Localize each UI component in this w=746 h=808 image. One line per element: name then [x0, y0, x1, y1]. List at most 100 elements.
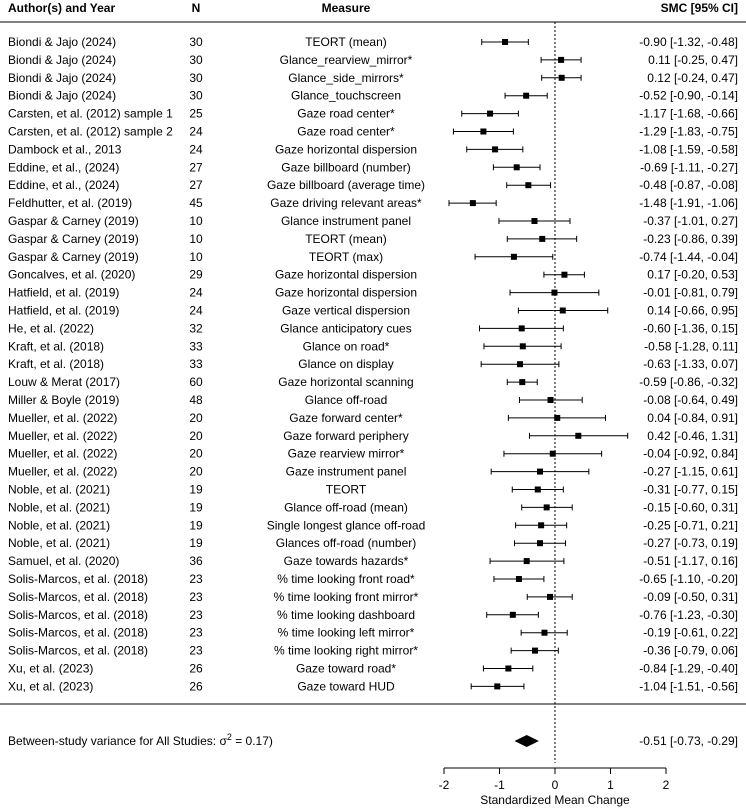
x-tick-label: 0 [552, 778, 559, 792]
sample-size: 27 [189, 160, 203, 174]
point-estimate [515, 576, 522, 582]
point-estimate [518, 325, 525, 332]
sample-size: 23 [189, 608, 203, 622]
measure-name: TEORT (mean) [305, 35, 387, 49]
effect-label: -0.15 [-0.60, 0.31] [643, 500, 738, 514]
study-name: Solis-Marcos, et al. (2018) [8, 626, 148, 640]
measure-name: Glance anticipatory cues [280, 321, 411, 335]
study-name: Eddine, et al., (2024) [8, 178, 119, 192]
sample-size: 30 [189, 35, 203, 49]
study-name: Carsten, et al. (2012) sample 2 [8, 125, 173, 139]
x-tick-label: 2 [663, 778, 670, 792]
point-estimate [537, 540, 544, 547]
effect-label: -0.27 [-0.73, 0.19] [643, 536, 738, 550]
sample-size: 23 [189, 572, 203, 586]
sample-size: 30 [189, 71, 203, 85]
effect-label: -0.84 [-1.29, -0.40] [639, 662, 738, 676]
effect-label: -0.58 [-1.28, 0.11] [644, 339, 738, 353]
measure-name: Gaze billboard (average time) [267, 178, 425, 192]
point-estimate [538, 522, 545, 529]
measure-name: TEORT (max) [309, 250, 383, 264]
effect-label: 0.12 [-0.24, 0.47] [647, 71, 738, 85]
effect-label: -0.37 [-1.01, 0.27] [643, 214, 738, 228]
measure-name: Gaze billboard (number) [281, 160, 410, 174]
x-tick-label: -1 [494, 778, 505, 792]
x-tick-label: -2 [439, 778, 450, 792]
sample-size: 23 [189, 590, 203, 604]
sample-size: 20 [189, 429, 203, 443]
point-estimate [505, 665, 512, 672]
study-name: Hatfield, et al. (2019) [8, 286, 119, 300]
study-name: Miller & Boyle (2019) [8, 393, 119, 407]
header-measure: Measure [322, 1, 371, 15]
sample-size: 33 [189, 339, 203, 353]
measure-name: Gaze forward periphery [283, 429, 408, 443]
study-name: Biondi & Jajo (2024) [8, 35, 116, 49]
measure-name: % time looking right mirror* [274, 644, 418, 658]
effect-label: 0.04 [-0.84, 0.91] [647, 411, 738, 425]
sample-size: 45 [189, 196, 203, 210]
measure-name: Gaze horizontal dispersion [275, 268, 417, 282]
sample-size: 23 [189, 626, 203, 640]
effect-label: -1.04 [-1.51, -0.56] [639, 679, 738, 693]
study-name: Kraft, et al. (2018) [8, 339, 104, 353]
effect-label: 0.14 [-0.66, 0.95] [647, 304, 738, 318]
study-name: Solis-Marcos, et al. (2018) [8, 608, 148, 622]
study-name: Carsten, et al. (2012) sample 1 [8, 107, 173, 121]
study-name: Louw & Merat (2017) [8, 375, 120, 389]
measure-name: % time looking front road* [277, 572, 415, 586]
effect-label: -0.60 [-1.36, 0.15] [643, 321, 738, 335]
study-name: Gaspar & Carney (2019) [8, 232, 139, 246]
point-estimate [537, 468, 544, 475]
point-estimate [547, 593, 554, 600]
measure-name: Glance instrument panel [281, 214, 411, 228]
effect-label: 0.42 [-0.46, 1.31] [647, 429, 738, 443]
study-name: Mueller, et al. (2022) [8, 465, 117, 479]
point-estimate [534, 486, 541, 493]
point-estimate [559, 307, 566, 314]
study-name: Noble, et al. (2021) [8, 500, 110, 514]
measure-name: % time looking front mirror* [274, 590, 419, 604]
effect-label: -1.08 [-1.59, -0.58] [639, 142, 738, 156]
summary-diamond [514, 735, 539, 747]
sample-size: 33 [189, 357, 203, 371]
study-name: Solis-Marcos, et al. (2018) [8, 590, 148, 604]
point-estimate [558, 74, 565, 81]
study-rows: Biondi & Jajo (2024) 30 TEORT (mean) -0.90 … [8, 35, 738, 693]
measure-name: Gaze road center* [297, 125, 395, 139]
study-name: Mueller, et al. (2022) [8, 447, 117, 461]
point-estimate [561, 271, 568, 278]
point-estimate [539, 235, 546, 242]
point-estimate [525, 182, 532, 189]
sample-size: 19 [189, 500, 203, 514]
study-name: Feldhutter, et al. (2019) [8, 196, 132, 210]
x-tick-label: 1 [607, 778, 614, 792]
point-estimate [510, 253, 517, 260]
measure-name: TEORT (mean) [305, 232, 387, 246]
sample-size: 30 [189, 89, 203, 103]
study-name: Xu, et al. (2023) [8, 679, 93, 693]
measure-name: Glance off-road (mean) [284, 500, 408, 514]
point-estimate [517, 361, 524, 368]
study-name: Samuel, et al. (2020) [8, 554, 119, 568]
effect-label: -0.59 [-0.86, -0.32] [639, 375, 738, 389]
sample-size: 19 [189, 536, 203, 550]
effect-label: -1.29 [-1.83, -0.75] [639, 125, 738, 139]
study-name: Noble, et al. (2021) [8, 536, 110, 550]
point-estimate [558, 56, 565, 63]
measure-name: Glance_side_mirrors* [288, 71, 404, 85]
effect-label: -0.90 [-1.32, -0.48] [639, 35, 738, 49]
summary-label: Between-study variance for All Studies: … [8, 732, 273, 748]
header-study: Author(s) and Year [8, 1, 115, 15]
point-estimate [575, 432, 582, 439]
effect-label: -0.04 [-0.92, 0.84] [643, 447, 738, 461]
point-estimate [523, 92, 530, 99]
measure-name: Glances off-road (number) [276, 536, 417, 550]
measure-name: Glance on road* [303, 339, 390, 353]
point-estimate [519, 379, 526, 386]
measure-name: Gaze forward center* [289, 411, 403, 425]
measure-name: Gaze rearview mirror* [288, 447, 405, 461]
point-estimate [513, 164, 520, 171]
study-name: Goncalves, et al. (2020) [8, 268, 135, 282]
